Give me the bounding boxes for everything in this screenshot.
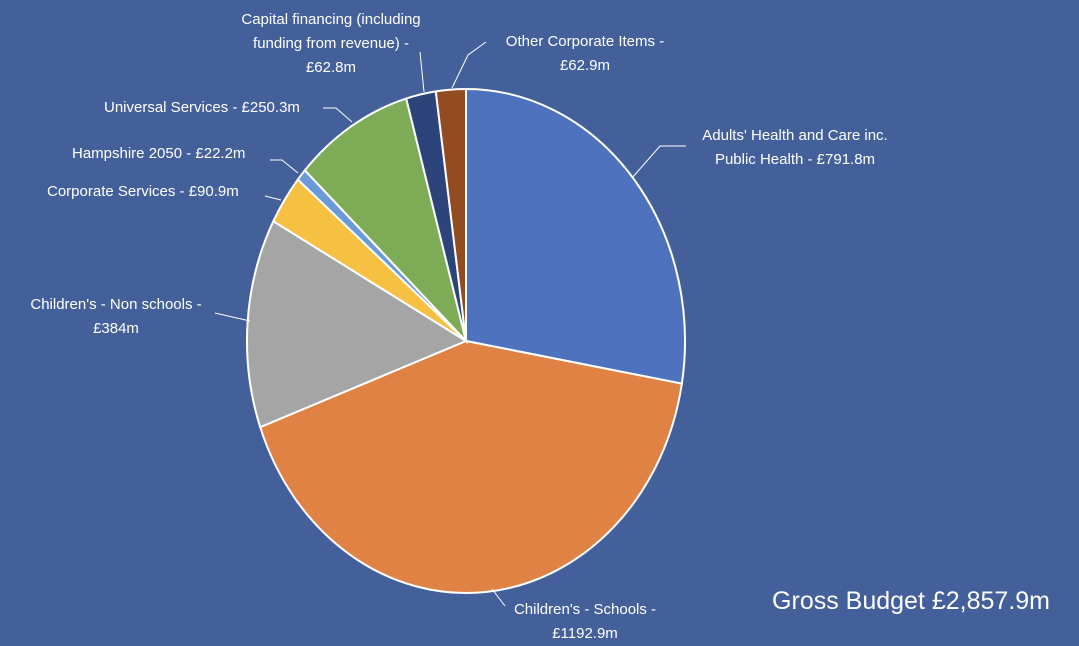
pie-slice-children-s-schools xyxy=(258,339,683,594)
pie-slice-children-s-non-schools xyxy=(245,219,469,429)
leader-line-universal-services xyxy=(323,107,353,123)
data-label-line: £62.8m xyxy=(306,59,356,76)
data-label-adults-health-and-care-inc-public-health: Adults' Health and Care inc. Public Healt… xyxy=(702,127,887,168)
leader-line-capital-financing-including-funding-from-revenue xyxy=(419,51,425,93)
data-label-children-s-schools: Children's - Schools - £1192.9m xyxy=(514,601,656,642)
data-label-hampshire-2050: Hampshire 2050 - £22.2m xyxy=(72,145,245,162)
pie-slice-adults-health-and-care-inc-public-health xyxy=(465,87,686,385)
data-label-line: Capital financing (including xyxy=(241,11,420,28)
data-label-line: Universal Services - £250.3m xyxy=(104,99,300,116)
leader-line-corporate-services xyxy=(264,195,282,201)
data-label-line: Corporate Services - £90.9m xyxy=(47,183,239,200)
leader-line-adults-health-and-care-inc-public-health xyxy=(631,145,686,179)
data-label-line: £1192.9m xyxy=(552,625,618,642)
slices-layer xyxy=(245,87,686,594)
leader-line-hampshire-2050 xyxy=(270,159,299,174)
data-label-line: Other Corporate Items - xyxy=(506,33,664,50)
data-label-corporate-services: Corporate Services - £90.9m xyxy=(47,183,239,200)
data-label-line: Adults' Health and Care inc. xyxy=(702,127,887,144)
data-label-line: £384m xyxy=(93,320,139,337)
data-label-line: Public Health - £791.8m xyxy=(715,151,875,168)
leader-lines-layer xyxy=(214,41,686,607)
labels-layer: Adults' Health and Care inc. Public Healt… xyxy=(30,11,887,642)
data-label-other-corporate-items: Other Corporate Items - £62.9m xyxy=(506,33,664,74)
data-label-line: funding from revenue) - xyxy=(253,35,409,52)
data-label-universal-services: Universal Services - £250.3m xyxy=(104,99,300,116)
pie-slice-universal-services xyxy=(303,97,468,345)
data-label-capital-financing-including-funding-from-revenue: Capital financing (including funding from… xyxy=(241,11,420,76)
data-label-line: Hampshire 2050 - £22.2m xyxy=(72,145,245,162)
data-label-line: Children's - Non schools - xyxy=(30,296,201,313)
leader-line-other-corporate-items xyxy=(451,41,487,89)
leader-line-children-s-schools xyxy=(491,588,506,607)
pie-slice-other-corporate-items xyxy=(434,87,467,342)
data-label-line: £62.9m xyxy=(560,57,610,74)
leader-line-children-s-non-schools xyxy=(214,312,251,322)
data-label-line: Children's - Schools - xyxy=(514,601,656,618)
gross-budget-total-label: Gross Budget £2,857.9m xyxy=(772,587,1050,615)
data-label-children-s-non-schools: Children's - Non schools - £384m xyxy=(30,296,201,337)
